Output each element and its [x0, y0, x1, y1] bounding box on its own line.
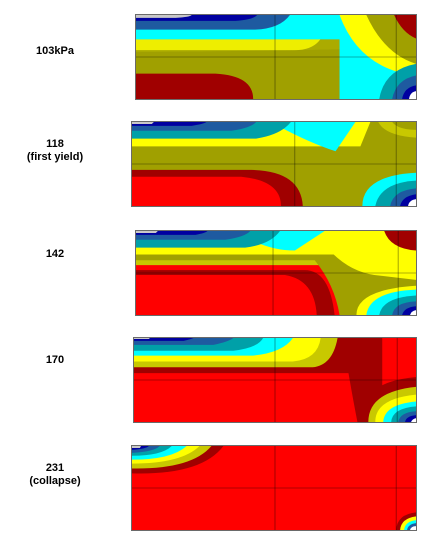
label-118: 118 (first yield): [0, 138, 110, 164]
stress-contour-plot: [132, 122, 416, 206]
panel-142: [135, 230, 417, 316]
label-line: 103kPa: [36, 45, 74, 57]
stress-contour-plot: [136, 15, 416, 99]
label-line: 118: [46, 138, 64, 150]
label-231: 231 (collapse): [0, 462, 110, 488]
panel-118: [131, 121, 417, 207]
label-line: 170: [45, 354, 65, 366]
stress-contour-plot: [136, 231, 416, 315]
label-line: 231: [45, 462, 65, 474]
label-line: 142: [45, 248, 65, 260]
label-line: (collapse): [29, 475, 81, 487]
panel-231: [131, 445, 417, 531]
stress-contour-plot: [134, 338, 416, 422]
label-142: 142: [0, 248, 110, 261]
stress-contour-plot: [132, 446, 416, 530]
label-170: 170: [0, 354, 110, 367]
panel-103kpa: [135, 14, 417, 100]
panel-170: [133, 337, 417, 423]
label-line: (first yield): [26, 151, 84, 163]
label-103kpa: 103kPa: [0, 45, 110, 58]
